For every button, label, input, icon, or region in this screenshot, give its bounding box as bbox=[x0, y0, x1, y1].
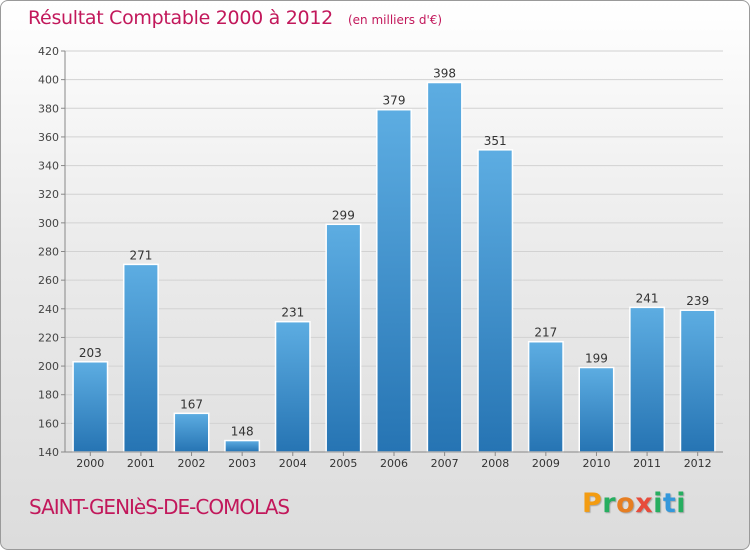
commune-name: SAINT-GENIèS-DE-COMOLAS bbox=[29, 495, 290, 519]
bar bbox=[224, 439, 261, 453]
data-label: 167 bbox=[180, 397, 203, 411]
y-tick-label: 320 bbox=[38, 188, 59, 201]
x-tick-label: 2010 bbox=[582, 457, 610, 470]
x-tick-label: 2009 bbox=[532, 457, 560, 470]
brand-letter: P bbox=[582, 488, 603, 519]
x-tick-label: 2001 bbox=[127, 457, 155, 470]
bars: 203 271 167 148 231 299 379 398 351 217 199 241 239 bbox=[72, 67, 716, 453]
brand-letter: i bbox=[653, 488, 663, 519]
brand-letter: o bbox=[616, 488, 636, 519]
y-tick-label: 360 bbox=[38, 131, 59, 144]
title-area: Résultat Comptable 2000 à 2012 (en milli… bbox=[28, 7, 442, 29]
x-tick-label: 2006 bbox=[380, 457, 408, 470]
data-label: 203 bbox=[79, 346, 102, 360]
x-tick-label: 2004 bbox=[279, 457, 307, 470]
bar bbox=[629, 306, 666, 453]
y-tick-label: 160 bbox=[38, 417, 59, 430]
data-label: 199 bbox=[585, 352, 608, 366]
bar bbox=[122, 263, 159, 453]
data-label: 398 bbox=[433, 67, 456, 81]
data-label: 239 bbox=[686, 294, 709, 308]
bar bbox=[325, 223, 362, 453]
y-tick-label: 280 bbox=[38, 246, 59, 259]
x-tick-label: 2008 bbox=[481, 457, 509, 470]
brand-letter: x bbox=[635, 488, 654, 519]
y-tick-label: 340 bbox=[38, 160, 59, 173]
brand-letter: i bbox=[676, 488, 687, 519]
y-tick-label: 260 bbox=[38, 274, 59, 287]
bar bbox=[578, 366, 615, 453]
data-label: 271 bbox=[129, 248, 152, 262]
bar bbox=[477, 149, 514, 453]
data-label: 299 bbox=[332, 208, 355, 222]
data-label: 231 bbox=[281, 306, 304, 320]
y-tick-label: 300 bbox=[38, 217, 59, 230]
x-tick-label: 2011 bbox=[633, 457, 661, 470]
x-axis: 2000 2001 2002 2003 2004 2005 2006 2007 2008 2009… bbox=[65, 451, 723, 470]
brand-letter: r bbox=[602, 488, 617, 519]
y-tick-label: 220 bbox=[38, 331, 59, 344]
x-tick-label: 2002 bbox=[178, 457, 206, 470]
bar bbox=[679, 309, 716, 453]
proxiti-logo: Proxiti bbox=[582, 488, 686, 519]
bar bbox=[527, 340, 564, 453]
data-label: 217 bbox=[534, 326, 557, 340]
bar bbox=[72, 361, 109, 453]
chart-title: Résultat Comptable 2000 à 2012 bbox=[28, 7, 333, 29]
x-tick-label: 2000 bbox=[76, 457, 104, 470]
chart-subtitle: (en milliers d'€) bbox=[347, 13, 443, 27]
x-tick-label: 2012 bbox=[684, 457, 712, 470]
data-label: 351 bbox=[484, 134, 507, 148]
y-tick-label: 400 bbox=[38, 74, 59, 87]
y-axis: 140 160 180 200 220 240 260 280 300 320 340 360 380 4… bbox=[38, 45, 66, 459]
bar bbox=[376, 108, 412, 453]
bar bbox=[426, 81, 463, 453]
y-tick-label: 380 bbox=[38, 102, 59, 115]
x-tick-label: 2007 bbox=[431, 457, 459, 470]
data-label: 241 bbox=[636, 291, 659, 305]
y-tick-label: 420 bbox=[38, 45, 59, 58]
data-label: 379 bbox=[383, 94, 406, 108]
y-tick-label: 240 bbox=[38, 303, 59, 316]
bar bbox=[274, 320, 311, 453]
y-tick-label: 200 bbox=[38, 360, 59, 373]
y-tick-label: 180 bbox=[38, 389, 59, 402]
bar bbox=[173, 412, 210, 453]
data-label: 148 bbox=[231, 425, 254, 439]
x-tick-label: 2005 bbox=[329, 457, 357, 470]
y-tick-label: 140 bbox=[38, 446, 59, 459]
x-tick-label: 2003 bbox=[228, 457, 256, 470]
brand-letter: t bbox=[662, 488, 677, 519]
